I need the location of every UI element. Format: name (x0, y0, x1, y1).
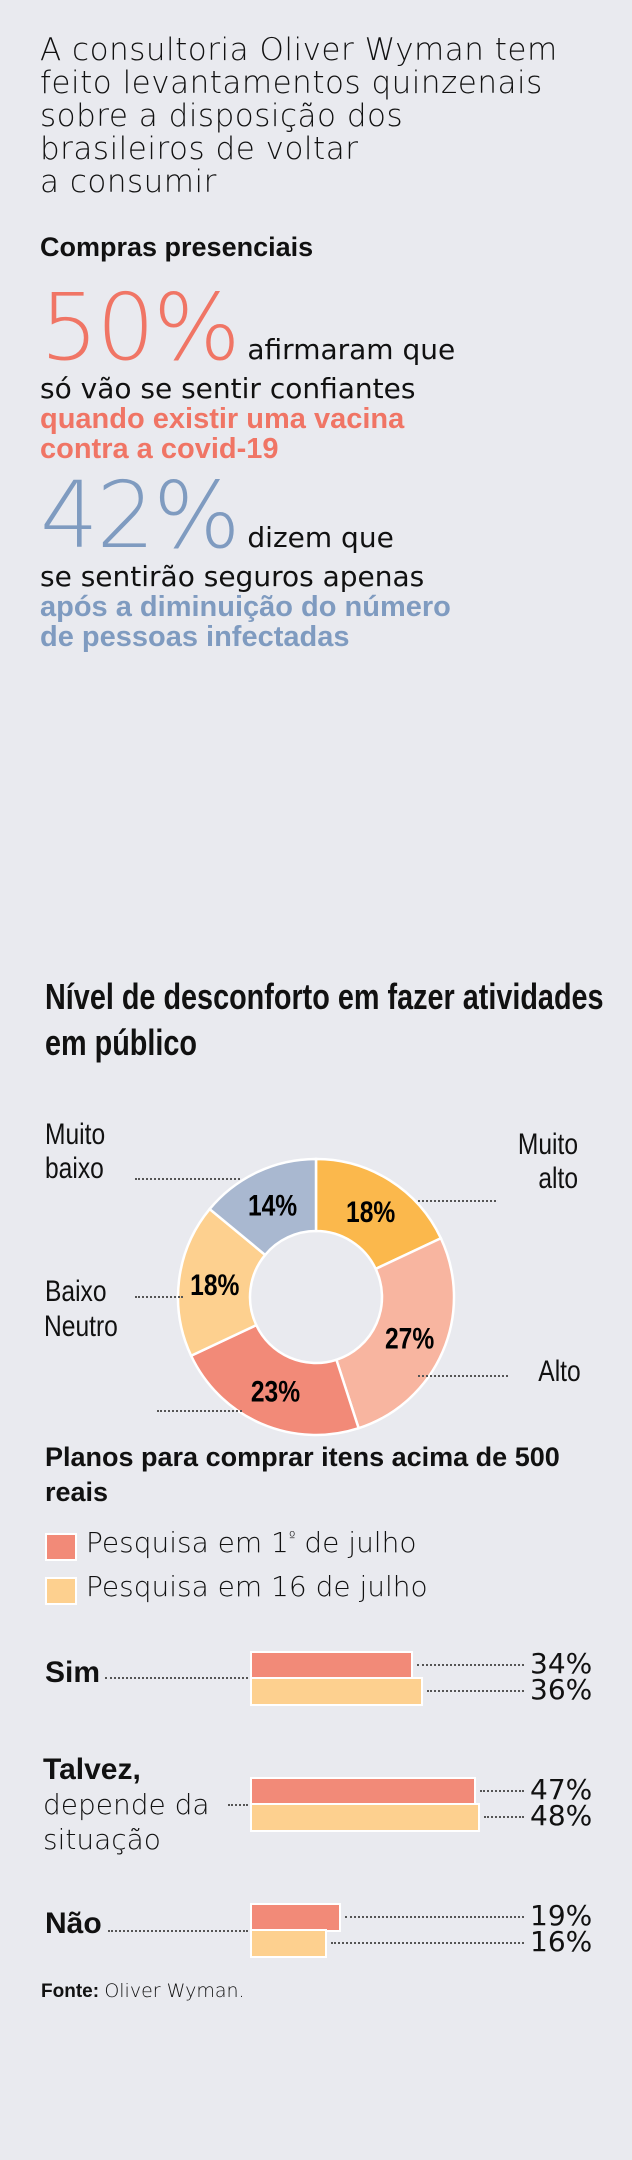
leader-line (484, 1816, 524, 1818)
intro-text: A consultoria Oliver Wyman tem feito lev… (40, 34, 620, 199)
intro-line: sobre a disposição dos (40, 98, 404, 134)
bar-value-label: 47% (530, 1773, 593, 1806)
category-talvez: Talvez, depende da situação (43, 1753, 210, 1856)
stat-tail: dizem que (247, 521, 394, 554)
intro-line: feito levantamentos quinzenais (40, 65, 543, 101)
label-baixo: Baixo (45, 1275, 107, 1308)
legend-swatch-jul1 (45, 1533, 77, 1561)
category-sim: Sim (45, 1656, 101, 1689)
intro-line: a consumir (40, 164, 217, 200)
stat-50: 50% afirmaram que só vão se sentir confi… (40, 282, 620, 465)
bar-title: Planos para comprar itens acima de 500 r… (45, 1442, 560, 1507)
legend-label-jul1: Pesquisa em 1º de julho (86, 1526, 417, 1559)
leader-line (157, 1410, 242, 1412)
slice-muito-baixo (207, 1157, 318, 1257)
stat-highlight: após a diminuição do número (40, 591, 451, 623)
leader-line (135, 1296, 183, 1298)
bar (250, 1677, 423, 1706)
stat-tail: afirmaram que (247, 333, 456, 366)
legend-swatch-jul16 (45, 1577, 77, 1605)
leader-line (479, 1790, 524, 1792)
stat-42: 42% dizem que se sentirão seguros apenas… (40, 470, 620, 653)
bar (250, 1929, 327, 1958)
bar (250, 1651, 414, 1680)
bar-value-label: 36% (530, 1673, 593, 1706)
donut-chart: 18% 27% 23% 18% 14% (176, 1157, 456, 1437)
bar (250, 1803, 481, 1832)
leader-line (345, 1916, 524, 1918)
category-nao: Não (45, 1907, 102, 1940)
label-muito-baixo: Muito baixo (45, 1118, 106, 1185)
leader-line (417, 1664, 524, 1666)
leader-line (418, 1200, 496, 1202)
stat-highlight: quando existir uma vacina (40, 403, 405, 435)
stat-value: 42% (40, 462, 240, 569)
bar-value-label: 16% (530, 1925, 593, 1958)
stat-line: só vão se sentir confiantes (40, 372, 416, 405)
bar-value-label: 48% (530, 1799, 593, 1832)
slice-neutro (189, 1323, 361, 1437)
slice-alto (334, 1236, 456, 1430)
intro-line: brasileiros de voltar (40, 131, 359, 167)
bar (250, 1777, 476, 1806)
stat-value: 50% (40, 274, 240, 381)
bar (250, 1903, 342, 1932)
donut-title: Nível de desconforto em fazer atividades… (45, 976, 604, 1063)
leader-line (228, 1804, 248, 1806)
intro-line: A consultoria Oliver Wyman tem (40, 32, 558, 68)
section-title: Compras presenciais (40, 232, 314, 262)
leader-line (135, 1178, 240, 1180)
leader-line (418, 1375, 508, 1377)
slice-label: 27% (385, 1321, 434, 1355)
slice-label: 23% (251, 1374, 300, 1408)
slice-label: 18% (346, 1195, 395, 1229)
leader-line (105, 1677, 248, 1679)
source: Fonte: Oliver Wyman. (41, 1980, 245, 2002)
leader-line (426, 1690, 524, 1692)
stat-highlight: de pessoas infectadas (40, 621, 350, 653)
label-alto: Alto (538, 1355, 581, 1388)
label-neutro: Neutro (44, 1310, 118, 1343)
stat-line: se sentirão seguros apenas (40, 560, 425, 593)
legend-label-jul16: Pesquisa em 16 de julho (86, 1570, 428, 1603)
label-muito-alto: Muito alto (517, 1128, 578, 1195)
slice-label: 18% (190, 1268, 239, 1302)
leader-line (330, 1942, 524, 1944)
bar-value-label: 19% (530, 1899, 593, 1932)
slice-label: 14% (248, 1188, 297, 1222)
leader-line (108, 1930, 248, 1932)
stat-highlight: contra a covid-19 (40, 433, 279, 465)
bar-value-label: 34% (530, 1647, 593, 1680)
